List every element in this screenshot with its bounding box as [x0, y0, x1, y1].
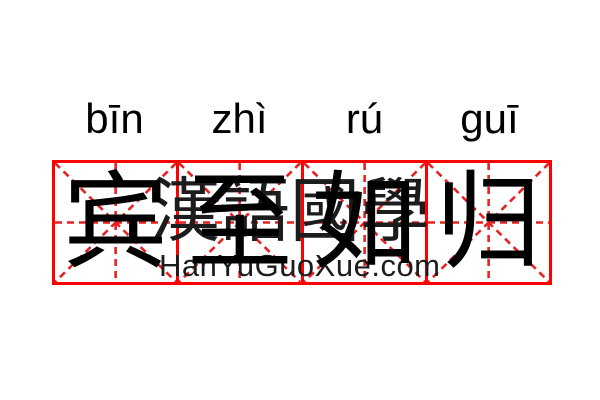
guide-line	[55, 163, 176, 282]
grid-cell-4: 归	[424, 160, 549, 284]
grid-cell-2: 至	[176, 163, 300, 282]
guide-line	[304, 163, 425, 282]
pinyin-row: bīn zhì rú guī	[52, 95, 552, 142]
guide-line	[179, 163, 300, 282]
mizige-guides	[304, 163, 425, 282]
hanzi-character-3: 如	[311, 160, 418, 284]
watermark-cjk-text: 漢語國學	[150, 170, 430, 252]
pinyin-syllable-1: bīn	[85, 95, 144, 142]
hanzi-character-2: 至	[186, 160, 293, 284]
mizige-guides	[55, 163, 176, 282]
guide-line	[428, 163, 549, 282]
hanzi-character-4: 归	[435, 160, 542, 284]
pinyin-syllable-3: rú	[345, 95, 384, 142]
mizige-guides	[179, 163, 300, 282]
mizige-guides	[428, 163, 549, 282]
pinyin-syllable-2: zhì	[211, 95, 268, 142]
character-grid: 宾 至 如	[52, 160, 552, 285]
grid-cell-3: 如	[300, 160, 425, 284]
watermark-site-text: HanYuGuoXue.com	[159, 248, 441, 283]
hanzi-character-1: 宾	[62, 160, 169, 284]
pinyin-syllable-4: guī	[460, 95, 519, 142]
grid-cell-1: 宾	[55, 163, 176, 282]
